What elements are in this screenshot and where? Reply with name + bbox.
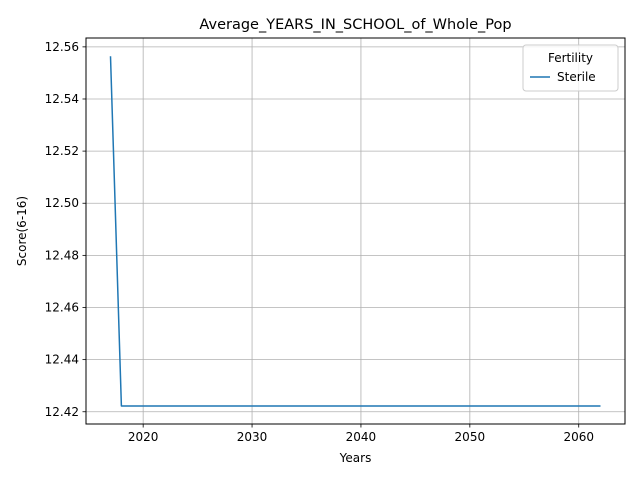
series-line-sterile [109, 56, 601, 407]
legend-box [522, 44, 619, 92]
y-tick-label: 12.44 [45, 353, 79, 367]
grid-lines [86, 38, 625, 424]
x-tick-label: 2050 [455, 430, 486, 444]
chart-title: Average_YEARS_IN_SCHOOL_of_Whole_Pop [199, 17, 511, 33]
legend: Fertility Sterile [522, 44, 619, 92]
legend-title: Fertility [548, 51, 593, 65]
legend-label-sterile: Sterile [557, 70, 596, 84]
x-tick-label: 2060 [563, 430, 594, 444]
x-tick-label: 2020 [128, 430, 159, 444]
y-tick-label: 12.42 [45, 405, 79, 419]
y-axis-ticks: 12.42 12.44 12.46 12.48 12.50 12.52 12.54 12.56 [45, 40, 86, 419]
y-axis-label: Score(6-16) [15, 196, 29, 266]
y-tick-label: 12.50 [45, 196, 79, 210]
y-tick-label: 12.56 [45, 40, 79, 54]
y-tick-label: 12.46 [45, 300, 79, 314]
y-tick-label: 12.54 [45, 92, 79, 106]
plot-frame [85, 37, 626, 425]
y-tick-label: 12.52 [45, 144, 79, 158]
x-tick-label: 2040 [346, 430, 377, 444]
x-tick-label: 2030 [237, 430, 268, 444]
x-axis-label: Years [339, 451, 372, 465]
x-axis-ticks: 2020 2030 2040 2050 2060 [128, 424, 594, 444]
series-group [109, 56, 601, 407]
y-tick-label: 12.48 [45, 248, 79, 262]
